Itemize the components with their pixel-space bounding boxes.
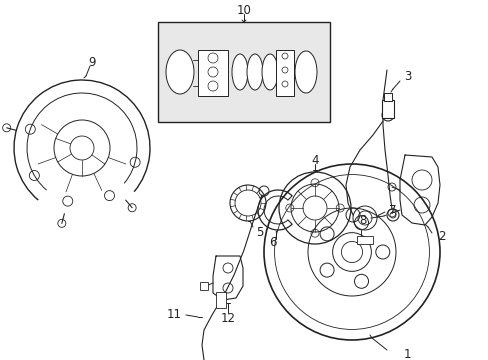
- Text: 1: 1: [403, 348, 410, 360]
- Ellipse shape: [246, 54, 263, 90]
- Text: 5: 5: [256, 226, 263, 239]
- Bar: [275, 50, 293, 96]
- Text: 8: 8: [359, 213, 366, 226]
- Ellipse shape: [231, 54, 247, 90]
- Bar: [216, 292, 225, 308]
- Bar: [383, 93, 391, 101]
- Bar: [381, 100, 393, 118]
- Bar: [198, 50, 227, 96]
- Text: 9: 9: [88, 55, 96, 68]
- Text: 7: 7: [388, 203, 396, 216]
- Text: 4: 4: [311, 153, 318, 166]
- Ellipse shape: [165, 50, 194, 94]
- Ellipse shape: [262, 54, 278, 90]
- Text: 6: 6: [269, 237, 276, 249]
- Ellipse shape: [294, 51, 316, 93]
- Bar: [356, 236, 372, 244]
- Text: 10: 10: [236, 4, 251, 17]
- Text: 11: 11: [166, 309, 181, 321]
- Text: 3: 3: [404, 71, 411, 84]
- Text: 2: 2: [437, 230, 445, 243]
- Text: 12: 12: [220, 311, 235, 324]
- Bar: [200, 282, 207, 290]
- Bar: [158, 22, 329, 122]
